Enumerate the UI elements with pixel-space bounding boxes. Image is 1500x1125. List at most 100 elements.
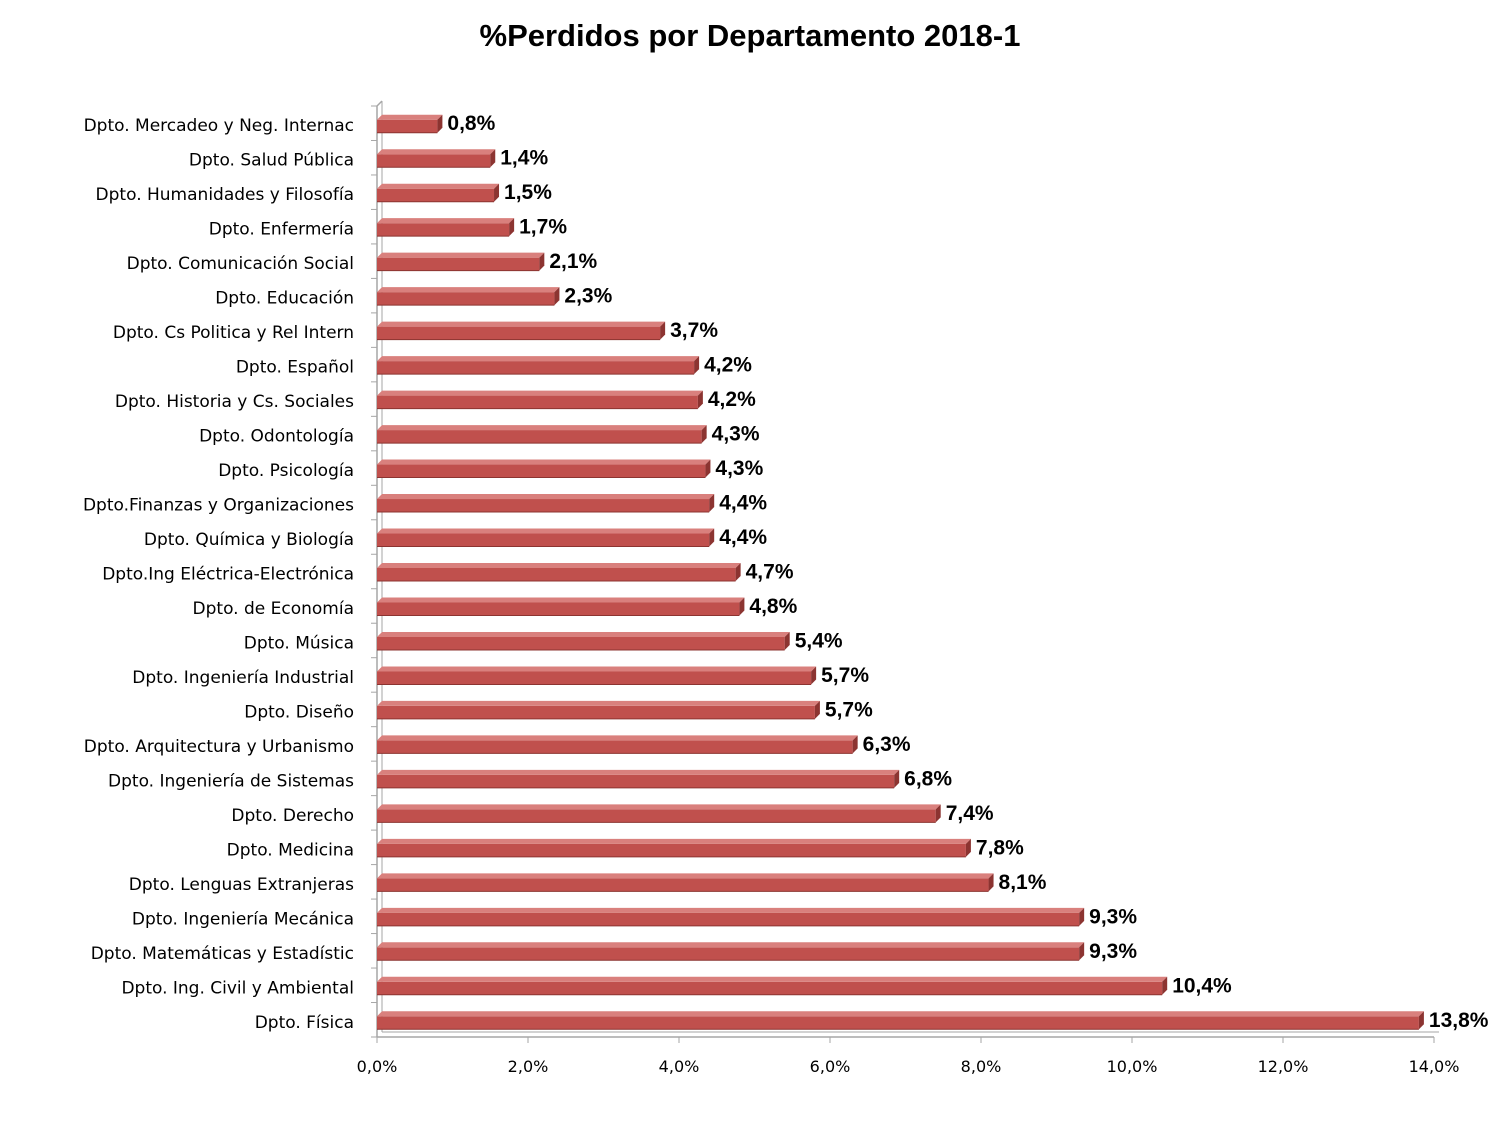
bar-side-face bbox=[852, 735, 858, 754]
bar-top-face bbox=[377, 976, 1168, 982]
x-tick-label: 10,0% bbox=[1107, 1057, 1158, 1076]
bar bbox=[377, 114, 443, 134]
bar-side-face bbox=[509, 218, 515, 237]
bar-front-face bbox=[377, 740, 853, 754]
category-label: Dpto. Lenguas Extranjeras bbox=[129, 875, 354, 895]
bar bbox=[377, 769, 900, 789]
category-label: Dpto. Matemáticas y Estadístic bbox=[91, 944, 354, 964]
bar-top-face bbox=[377, 252, 545, 258]
bar-series bbox=[377, 114, 1424, 1030]
data-label: 8,1% bbox=[999, 871, 1047, 894]
bar-front-face bbox=[377, 361, 695, 375]
data-label: 4,8% bbox=[749, 595, 797, 618]
category-label: Dpto. Historia y Cs. Sociales bbox=[115, 392, 354, 412]
category-label: Dpto. Salud Pública bbox=[189, 151, 354, 171]
bar-front-face bbox=[377, 878, 989, 892]
bar bbox=[377, 700, 820, 720]
category-label: Dpto. Ingeniería de Sistemas bbox=[108, 771, 354, 791]
bar bbox=[377, 218, 515, 237]
category-labels: Dpto. Mercadeo y Neg. Internac Dpto. Salu… bbox=[83, 116, 354, 1033]
data-label: 9,3% bbox=[1089, 940, 1137, 963]
bar-side-face bbox=[709, 528, 715, 547]
category-label: Dpto. Ing. Civil y Ambiental bbox=[121, 978, 354, 998]
data-labels: 0,8%1,4% 1,5% 1,7% 2,1% 2,3% 3,7% 4,2% 4,2% 4,3%… bbox=[447, 112, 1488, 1032]
bar-top-face bbox=[377, 287, 560, 293]
bar-side-face bbox=[935, 804, 941, 823]
bar-top-face bbox=[377, 563, 741, 568]
bar-front-face bbox=[377, 292, 555, 306]
x-tick-label: 14,0% bbox=[1409, 1057, 1460, 1076]
category-label: Dpto. Ingeniería Mecánica bbox=[132, 909, 354, 929]
bar-side-face bbox=[1162, 976, 1168, 995]
bar bbox=[377, 597, 745, 616]
bar bbox=[377, 907, 1085, 927]
x-tick-label: 8,0% bbox=[961, 1057, 1002, 1076]
category-label: Dpto. Física bbox=[255, 1013, 354, 1033]
x-tick-label: 12,0% bbox=[1258, 1057, 1309, 1076]
bar-front-face bbox=[377, 947, 1080, 961]
category-label: Dpto. Derecho bbox=[231, 806, 354, 826]
bar bbox=[377, 1011, 1424, 1030]
bar-top-face bbox=[377, 149, 496, 155]
bar-side-face bbox=[490, 149, 496, 168]
bar-top-face bbox=[377, 631, 790, 637]
x-axis-ticks: 0,0% 2,0% 4,0% 6,0% 8,0% 10,0% 12,0% 14,0% bbox=[357, 1037, 1460, 1076]
bar-side-face bbox=[701, 425, 707, 444]
data-label: 0,8% bbox=[447, 112, 495, 135]
category-label: Dpto.Finanzas y Organizaciones bbox=[83, 496, 354, 516]
bar-side-face bbox=[1079, 942, 1085, 961]
category-label: Dpto. de Economía bbox=[193, 599, 354, 619]
bar-front-face bbox=[377, 326, 661, 340]
data-label: 1,7% bbox=[519, 216, 567, 239]
data-label: 1,5% bbox=[504, 181, 552, 204]
bar bbox=[377, 183, 500, 203]
bar bbox=[377, 321, 666, 341]
category-label: Dpto. Química y Biología bbox=[144, 530, 354, 550]
data-label: 6,3% bbox=[863, 733, 911, 756]
bar-top-face bbox=[377, 459, 711, 465]
data-label: 4,3% bbox=[712, 423, 760, 446]
bar bbox=[377, 252, 545, 272]
x-tick-label: 0,0% bbox=[357, 1057, 398, 1076]
category-label: Dpto. Ingeniería Industrial bbox=[132, 668, 354, 688]
bar-top-face bbox=[377, 666, 817, 672]
bar bbox=[377, 873, 994, 892]
bar-top-face bbox=[377, 356, 700, 362]
bar bbox=[377, 942, 1085, 961]
bar-front-face bbox=[377, 154, 491, 168]
data-label: 4,4% bbox=[719, 492, 767, 515]
bar-top-face bbox=[377, 597, 745, 603]
bar-side-face bbox=[1418, 1011, 1424, 1030]
category-label: Dpto. Enfermería bbox=[209, 220, 354, 240]
bar-front-face bbox=[377, 809, 936, 823]
bar-side-face bbox=[739, 597, 745, 616]
category-label: Dpto. Cs Politica y Rel Intern bbox=[113, 323, 354, 343]
bar-front-face bbox=[377, 188, 495, 202]
data-label: 4,2% bbox=[708, 388, 756, 411]
bar bbox=[377, 631, 790, 651]
bar-top-face bbox=[377, 804, 941, 810]
bar-top-face bbox=[377, 425, 707, 431]
bar-front-face bbox=[377, 395, 698, 409]
data-label: 4,3% bbox=[715, 457, 763, 480]
bar bbox=[377, 838, 971, 858]
data-label: 9,3% bbox=[1089, 905, 1137, 928]
bar-top-face bbox=[377, 218, 515, 224]
bar-front-face bbox=[377, 912, 1080, 926]
bar-top-face bbox=[377, 390, 703, 396]
bar bbox=[377, 390, 703, 410]
bar-side-face bbox=[1079, 907, 1085, 926]
bar-front-face bbox=[377, 636, 785, 650]
data-label: 1,4% bbox=[500, 147, 548, 170]
category-label: Dpto. Educación bbox=[215, 289, 354, 309]
bar-top-face bbox=[377, 942, 1085, 948]
category-label: Dpto.Ing Eléctrica-Electrónica bbox=[102, 565, 354, 585]
bar-top-face bbox=[377, 873, 994, 879]
data-label: 5,7% bbox=[825, 698, 873, 721]
category-label: Dpto. Arquitectura y Urbanismo bbox=[84, 737, 354, 757]
bar-side-face bbox=[894, 769, 900, 788]
bar-top-face bbox=[377, 838, 971, 844]
bar bbox=[377, 425, 707, 444]
bar-top-face bbox=[377, 700, 820, 706]
chart-title: %Perdidos por Departamento 2018-1 bbox=[479, 18, 1021, 53]
